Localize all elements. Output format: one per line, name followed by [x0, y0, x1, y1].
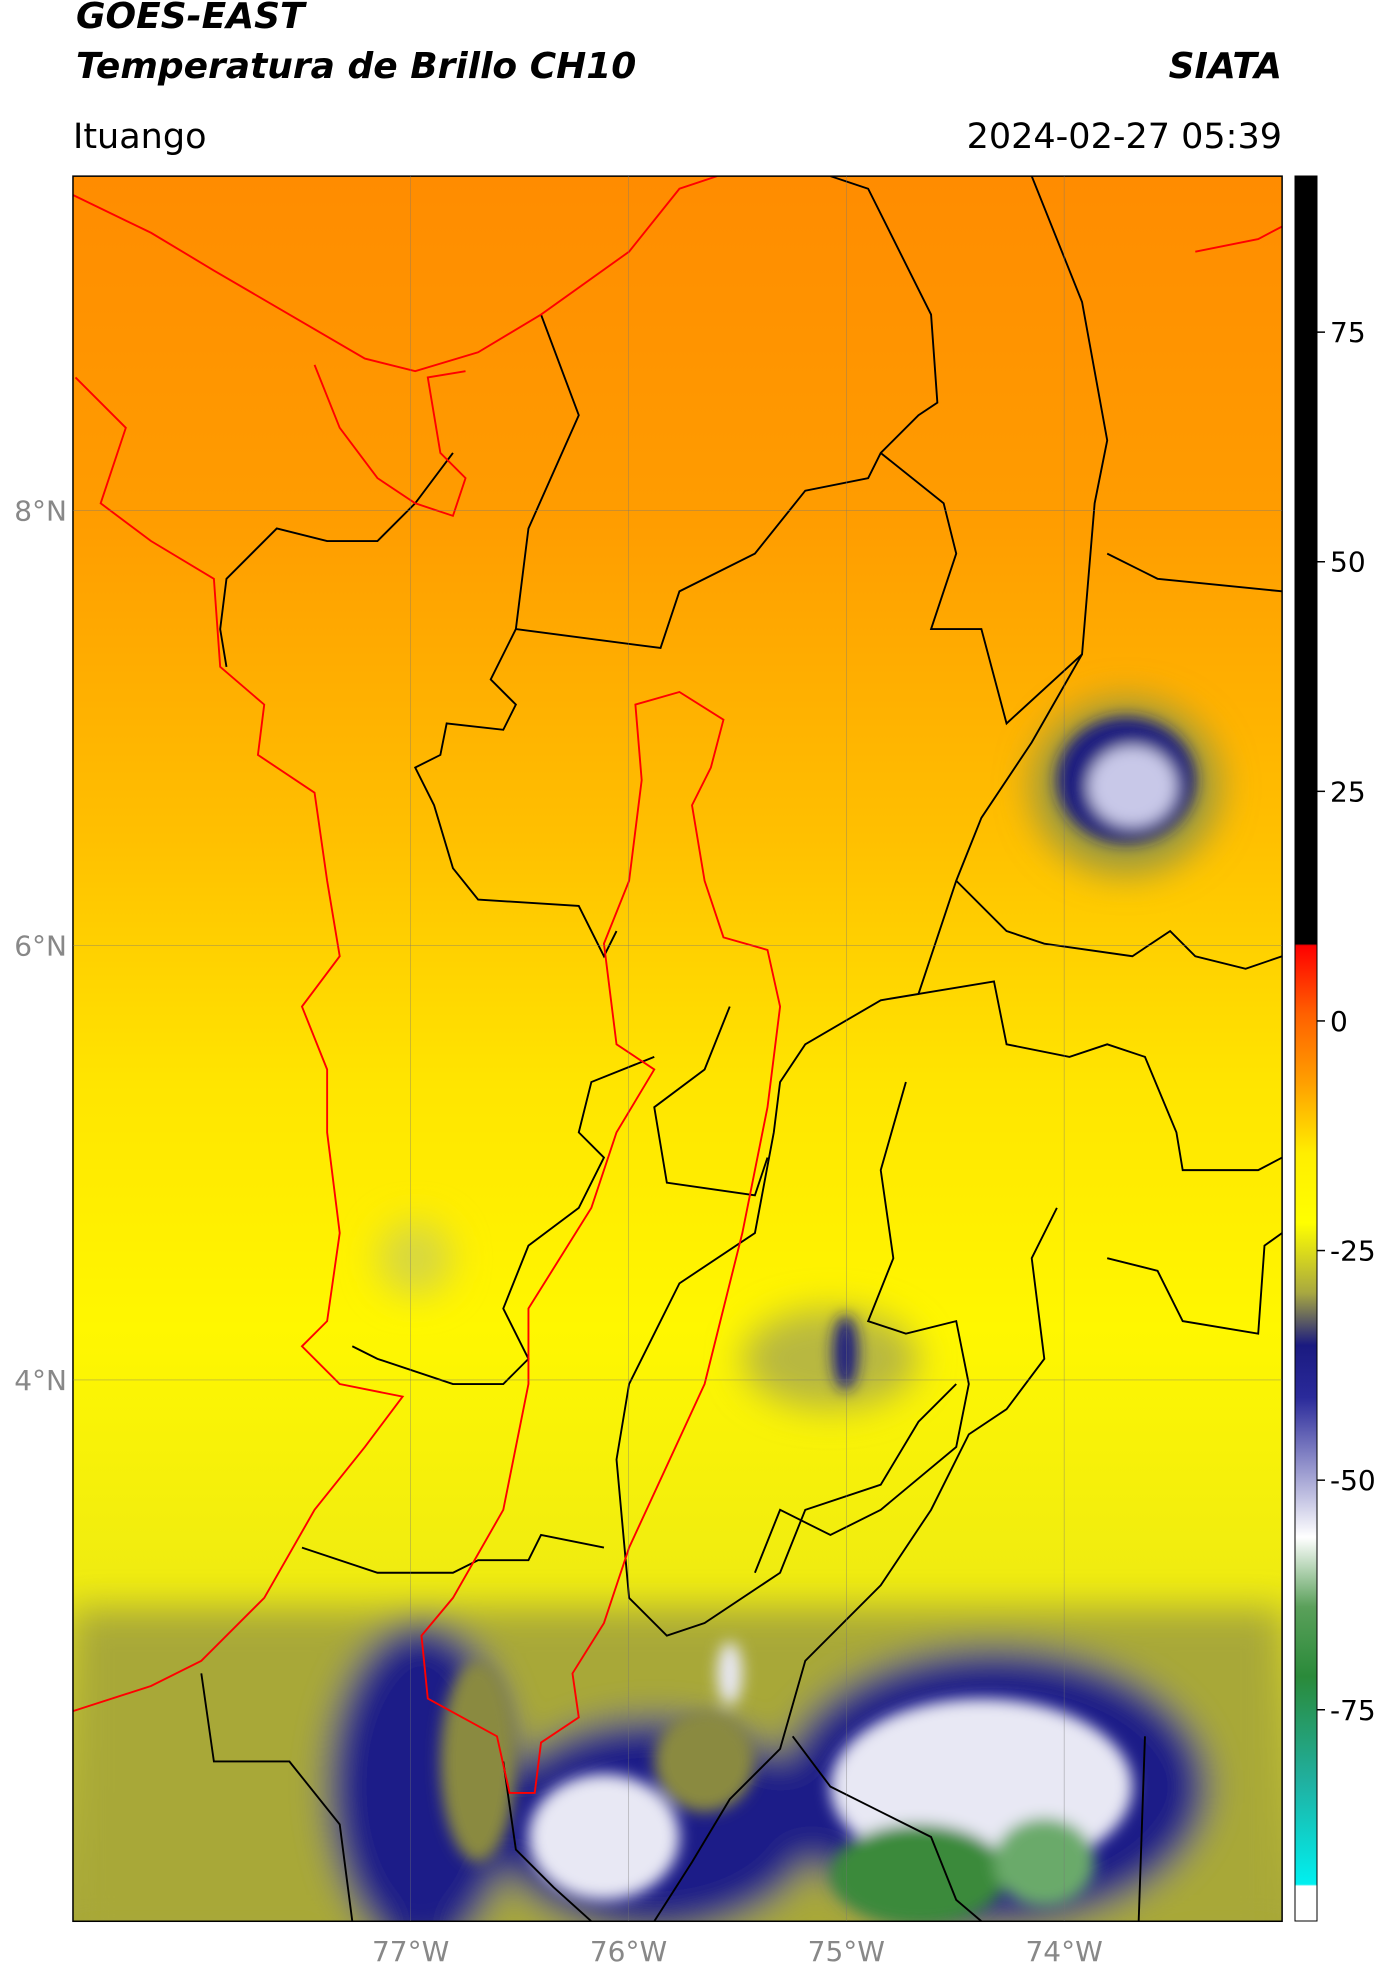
map-frame: [72, 175, 1283, 1923]
x-tick-label: 74°W: [1025, 1935, 1102, 1968]
title: GOES-EAST: [76, 0, 307, 37]
y-tick-label: 8°N: [14, 495, 67, 528]
colorbar-tick-label: 75: [1330, 316, 1366, 349]
subtitle: Temperatura de Brillo CH10: [76, 46, 636, 87]
grid-lines: [73, 176, 1282, 1921]
coastline-basin: [72, 176, 1283, 1794]
timestamp: 2024-02-27 05:39: [967, 117, 1282, 157]
x-tick-label: 77°W: [372, 1935, 449, 1968]
colorbar: [1294, 175, 1318, 1922]
colorbar-tick-label: 0: [1330, 1005, 1348, 1038]
colorbar-tick-label: 50: [1330, 546, 1366, 579]
y-tick-label: 4°N: [14, 1364, 67, 1397]
borders: [200, 176, 1283, 1922]
x-tick-label: 75°W: [808, 1935, 885, 1968]
colorbar-tick-label: 25: [1330, 775, 1366, 808]
x-tick-label: 76°W: [590, 1935, 667, 1968]
map: [72, 175, 1283, 1923]
imagery: [72, 176, 1283, 1922]
colorbar-tick-label: -75: [1330, 1694, 1376, 1727]
colorbar-tick-label: -50: [1330, 1464, 1376, 1497]
colorbar-tick-label: -25: [1330, 1235, 1376, 1268]
source: SIATA: [1169, 46, 1282, 87]
region: Ituango: [73, 117, 207, 157]
y-tick-label: 6°N: [14, 929, 67, 962]
